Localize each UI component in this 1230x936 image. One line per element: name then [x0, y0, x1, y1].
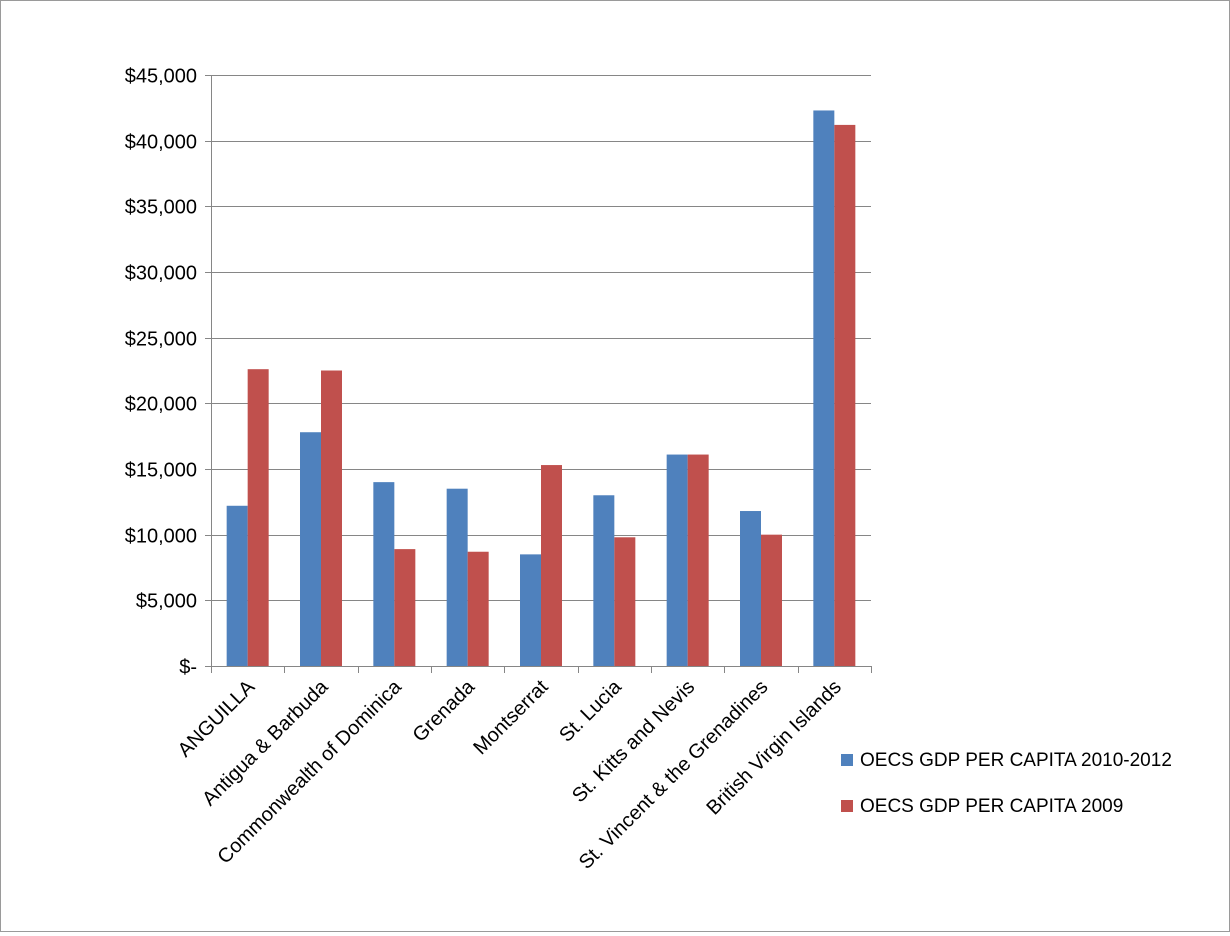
bar: [300, 432, 321, 666]
bar: [813, 110, 834, 666]
x-tick-label: Montserrat: [469, 676, 552, 759]
legend-label: OECS GDP PER CAPITA 2010-2012: [860, 750, 1172, 771]
bar: [520, 554, 541, 666]
bar: [541, 465, 562, 666]
y-tick-label: $35,000: [125, 197, 197, 219]
y-tick-label: $40,000: [125, 132, 197, 154]
bar: [688, 455, 709, 666]
x-tick-label: Grenada: [409, 675, 480, 746]
bar: [227, 506, 248, 666]
bar: [248, 369, 269, 666]
legend: OECS GDP PER CAPITA 2010-2012 OECS GDP PE…: [841, 750, 1172, 817]
y-tick-label: $20,000: [125, 394, 197, 416]
legend-swatch: [841, 800, 853, 812]
bar: [468, 552, 489, 666]
bar: [761, 535, 782, 666]
x-tick-label: St. Kitts and Nevis: [568, 676, 699, 807]
y-axis-tick-labels: $- $5,000 $10,000 $15,000 $20,000 $25,000 $30,…: [125, 66, 197, 679]
bar: [447, 489, 468, 666]
bar: [667, 455, 688, 666]
y-tick-label: $5,000: [136, 591, 197, 613]
legend-swatch: [841, 754, 853, 766]
bar: [834, 125, 855, 666]
bar: [593, 495, 614, 666]
x-tick-label: Antigua & Barbuda: [198, 675, 333, 810]
bar: [614, 537, 635, 666]
bar: [394, 549, 415, 666]
x-tick-label: British Virgin Islands: [702, 676, 845, 819]
y-tick-label: $15,000: [125, 460, 197, 482]
bars: [227, 110, 856, 666]
y-tick-label: $25,000: [125, 329, 197, 351]
y-tick-label: $30,000: [125, 263, 197, 285]
y-tick-label: $-: [179, 657, 197, 679]
x-tick-label: St. Lucia: [555, 675, 626, 746]
y-tick-label: $10,000: [125, 526, 197, 548]
bar: [373, 482, 394, 666]
bar: [321, 371, 342, 667]
bar: [740, 511, 761, 666]
y-tick-label: $45,000: [125, 66, 197, 88]
legend-label: OECS GDP PER CAPITA 2009: [860, 796, 1123, 817]
